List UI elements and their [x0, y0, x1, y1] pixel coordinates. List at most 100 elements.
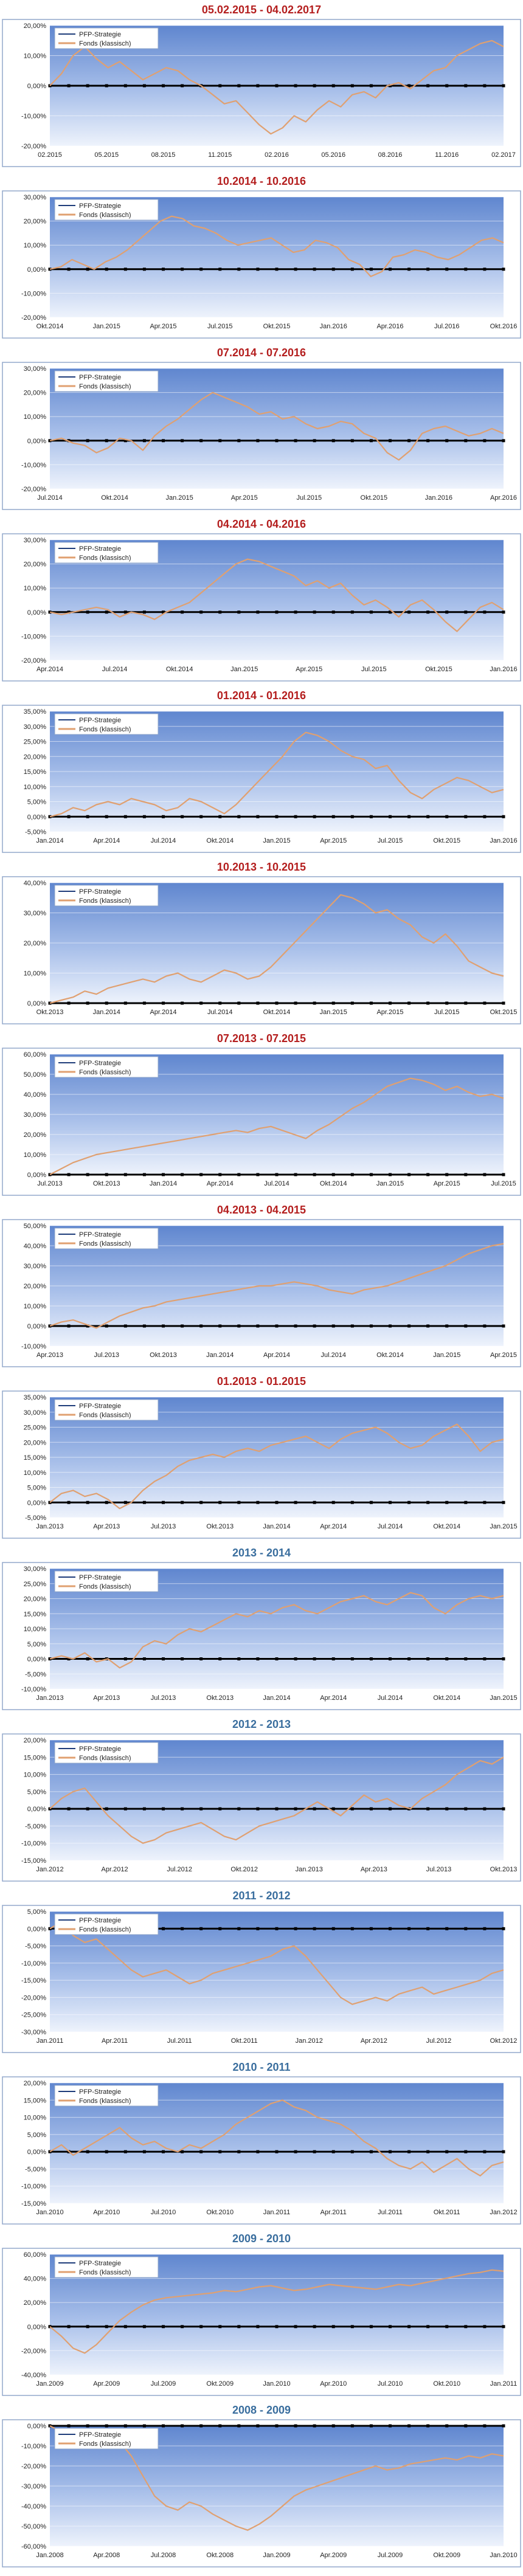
x-tick-label: Okt.2014	[433, 1694, 460, 1702]
y-tick-label: 5,00%	[27, 1908, 46, 1916]
x-tick-label: Jan.2012	[36, 1866, 63, 1873]
legend-label-strategy: PFP-Strategie	[79, 2088, 121, 2096]
chart-title: 10.2013 - 10.2015	[217, 861, 306, 873]
x-tick-label: 02.2017	[491, 151, 516, 159]
strategy-marker	[275, 2424, 279, 2428]
y-tick-label: 0,00%	[27, 1323, 46, 1330]
strategy-marker	[331, 1324, 335, 1328]
strategy-marker	[350, 268, 354, 271]
strategy-marker	[502, 1324, 505, 1328]
x-tick-label: Jan.2013	[36, 1523, 63, 1530]
strategy-marker	[199, 1324, 203, 1328]
strategy-marker	[483, 1324, 487, 1328]
x-tick-label: Jul.2015	[491, 1180, 516, 1187]
strategy-marker	[142, 1173, 146, 1176]
legend-label-strategy: PFP-Strategie	[79, 1060, 121, 1067]
strategy-marker	[162, 2325, 165, 2329]
strategy-marker	[181, 815, 184, 818]
strategy-marker	[313, 1657, 316, 1660]
strategy-marker	[294, 84, 297, 88]
y-tick-label: 10,00%	[24, 1303, 47, 1310]
chart-title: 04.2014 - 04.2016	[217, 518, 306, 530]
x-tick-label: Jul.2014	[37, 494, 63, 502]
strategy-marker	[199, 815, 203, 818]
strategy-marker	[199, 1173, 203, 1176]
fund-line	[49, 40, 504, 135]
strategy-marker	[256, 439, 260, 443]
y-tick-label: 0,00%	[27, 2423, 46, 2430]
chart-title: 2011 - 2012	[232, 1890, 290, 1902]
x-tick-label: Okt.2010	[433, 2380, 460, 2388]
strategy-marker	[313, 2150, 316, 2153]
legend	[54, 2256, 159, 2278]
legend-label-strategy: PFP-Strategie	[79, 1574, 121, 1581]
y-tick-label: -10,00%	[21, 1343, 46, 1350]
x-tick-label: Jul.2010	[151, 2209, 176, 2216]
x-tick-label: Okt.2013	[490, 1866, 518, 1873]
strategy-marker	[483, 84, 487, 88]
strategy-marker	[502, 84, 505, 88]
y-tick-label: 5,00%	[27, 799, 46, 806]
y-tick-label: 0,00%	[27, 266, 46, 274]
strategy-marker	[369, 1173, 373, 1176]
y-tick-label: 20,00%	[24, 390, 47, 397]
legend-label-strategy: PFP-Strategie	[79, 1231, 121, 1238]
legend-label-fund: Fonds (klassisch)	[79, 1240, 131, 1248]
strategy-marker	[389, 439, 392, 443]
strategy-marker	[162, 815, 165, 818]
x-tick-label: Apr.2016	[376, 323, 403, 330]
strategy-marker	[426, 268, 430, 271]
x-tick-label: Apr.2014	[36, 666, 63, 673]
x-tick-label: 05.2015	[94, 151, 119, 159]
strategy-marker	[313, 1500, 316, 1504]
strategy-marker	[142, 2150, 146, 2153]
strategy-marker	[67, 815, 71, 818]
y-tick-label: -15,00%	[21, 2200, 46, 2208]
strategy-marker	[142, 84, 146, 88]
strategy-marker	[86, 2150, 89, 2153]
strategy-marker	[350, 1807, 354, 1811]
strategy-marker	[407, 1927, 411, 1930]
y-tick-label: 20,00%	[24, 1737, 47, 1744]
legend-label-fund: Fonds (klassisch)	[79, 1069, 131, 1076]
y-tick-label: 25,00%	[24, 1581, 47, 1588]
strategy-marker	[218, 84, 222, 88]
strategy-marker	[86, 268, 89, 271]
x-tick-label: Jul.2013	[37, 1180, 63, 1187]
strategy-marker	[389, 2150, 392, 2153]
x-tick-label: Jan.2013	[36, 1694, 63, 1702]
x-tick-label: Apr.2014	[320, 1523, 347, 1530]
strategy-marker	[502, 2424, 505, 2428]
strategy-marker	[369, 268, 373, 271]
strategy-marker	[389, 84, 392, 88]
chart-title: 2009 - 2010	[232, 2232, 291, 2245]
y-tick-label: -10,00%	[21, 1960, 46, 1967]
strategy-marker	[199, 2150, 203, 2153]
y-tick-label: 10,00%	[24, 2115, 47, 2122]
y-tick-label: 40,00%	[24, 1243, 47, 1250]
x-tick-label: 08.2016	[378, 151, 403, 159]
strategy-marker	[464, 1657, 468, 1660]
strategy-marker	[181, 610, 184, 614]
strategy-marker	[294, 2150, 297, 2153]
strategy-marker	[464, 439, 468, 443]
y-tick-label: -40,00%	[21, 2372, 46, 2379]
strategy-marker	[369, 610, 373, 614]
strategy-marker	[123, 2325, 127, 2329]
strategy-marker	[199, 1927, 203, 1930]
strategy-marker	[331, 1173, 335, 1176]
y-tick-label: -5,00%	[25, 1514, 46, 1522]
strategy-marker	[123, 815, 127, 818]
x-tick-label: Apr.2012	[102, 1866, 128, 1873]
y-tick-label: 15,00%	[24, 768, 47, 776]
strategy-marker	[502, 1001, 505, 1005]
x-tick-label: Apr.2009	[320, 2552, 347, 2559]
strategy-marker	[445, 1500, 449, 1504]
x-tick-label: Jul.2013	[151, 1523, 176, 1530]
y-tick-label: -15,00%	[21, 1857, 46, 1865]
strategy-marker	[181, 84, 184, 88]
x-tick-label: Jul.2008	[151, 2552, 176, 2559]
chart-12: 2011 - 2012 5,00% 0,00% -5,00% -10,00% -15,00…	[2, 1890, 521, 2053]
legend	[54, 199, 159, 221]
y-tick-label: 0,00%	[27, 2324, 46, 2331]
